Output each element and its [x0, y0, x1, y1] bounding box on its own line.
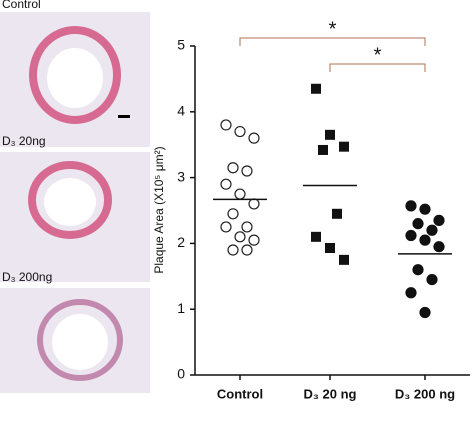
point: [412, 218, 424, 230]
point: [339, 254, 349, 265]
vessel-wall: [28, 161, 112, 239]
x-tick-label: D₃ 200 ng: [395, 386, 455, 401]
point: [419, 306, 431, 319]
scale-bar: [118, 115, 130, 118]
point: [227, 244, 239, 256]
point: [220, 221, 232, 233]
point: [419, 234, 431, 246]
significance-mark: *: [329, 18, 337, 40]
point: [412, 264, 424, 276]
point: [433, 214, 445, 226]
y-tick-label: 5: [177, 37, 185, 53]
point: [241, 165, 253, 177]
point: [234, 231, 246, 243]
significance-bracket: [239, 37, 426, 46]
point: [227, 162, 239, 174]
significance-bracket: [329, 63, 426, 72]
histology-panels: Control D₃ 20ng D₃ 200ng: [0, 0, 150, 393]
vessel-wall: [29, 26, 121, 124]
point: [332, 208, 342, 219]
point: [419, 203, 431, 215]
point: [433, 241, 445, 253]
point: [426, 224, 438, 236]
y-axis-label: Plaque Area (X10⁵ μm²): [152, 146, 166, 273]
point: [339, 141, 349, 152]
vessel-wall: [37, 299, 123, 381]
point: [405, 287, 417, 299]
point: [426, 273, 438, 286]
vessel-lumen: [44, 178, 96, 226]
y-tick-label: 3: [177, 168, 185, 184]
point: [248, 132, 260, 144]
point: [325, 129, 335, 140]
point: [248, 198, 260, 210]
point: [234, 125, 246, 138]
vessel-lumen: [47, 48, 103, 108]
point: [325, 243, 335, 254]
x-tick-label: Control: [217, 386, 263, 401]
point: [248, 234, 260, 246]
point: [234, 188, 246, 200]
x-tick-label: D₃ 20 ng: [304, 386, 357, 401]
y-tick-label: 1: [177, 300, 185, 316]
plot: Plaque Area (X10⁵ μm²) 0 1 2 3 4 5 Control D₃ 2…: [152, 18, 470, 401]
significance-mark: *: [374, 44, 382, 66]
point: [241, 244, 253, 256]
point: [227, 208, 239, 220]
point: [318, 144, 328, 155]
point: [220, 178, 232, 190]
point: [241, 221, 253, 233]
panel-label: D₃ 200ng: [2, 270, 52, 284]
point: [220, 119, 232, 131]
y-tick-label: 4: [177, 103, 185, 119]
y-tick-label: 2: [177, 234, 185, 250]
panel-label: Control: [2, 0, 41, 11]
vessel-lumen: [52, 314, 108, 370]
point: [311, 83, 321, 94]
point: [311, 231, 321, 242]
point: [405, 229, 417, 242]
panel-label: D₃ 20ng: [2, 134, 46, 148]
point: [405, 200, 417, 212]
y-tick-label: 0: [177, 366, 185, 382]
